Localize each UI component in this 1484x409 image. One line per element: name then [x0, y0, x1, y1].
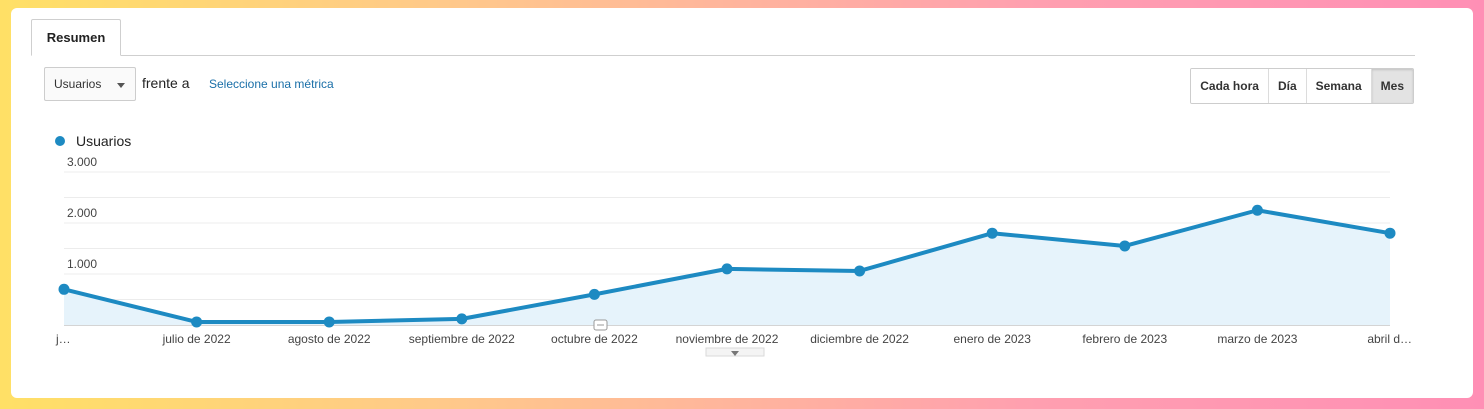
- select-metric-link[interactable]: Seleccione una métrica: [209, 77, 334, 91]
- granularity-month-button[interactable]: Mes: [1370, 69, 1413, 103]
- granularity-toggle: Cada hora Día Semana Mes: [1190, 68, 1414, 104]
- tab-resumen[interactable]: Resumen: [31, 19, 121, 56]
- x-tick-label: j…: [55, 332, 71, 346]
- metric-dropdown-value: Usuarios: [54, 77, 102, 91]
- x-tick-label: septiembre de 2022: [409, 332, 515, 346]
- y-tick-label: 1.000: [67, 257, 97, 271]
- x-tick-label: abril d…: [1367, 332, 1412, 346]
- tab-bar: Resumen: [31, 19, 1415, 56]
- metric-dropdown[interactable]: Usuarios: [44, 67, 136, 101]
- chevron-down-icon: [731, 351, 739, 356]
- chevron-down-icon: [117, 83, 125, 88]
- data-point: [1251, 204, 1263, 216]
- granularity-day-button[interactable]: Día: [1267, 69, 1306, 103]
- data-point: [323, 316, 335, 328]
- granularity-week-button[interactable]: Semana: [1305, 69, 1371, 103]
- legend-series-label: Usuarios: [76, 133, 132, 149]
- data-point: [986, 227, 998, 239]
- granularity-hour-button[interactable]: Cada hora: [1191, 69, 1268, 103]
- chart-resize-handle[interactable]: [705, 347, 765, 357]
- x-tick-label: enero de 2023: [953, 332, 1031, 346]
- data-point: [456, 313, 468, 325]
- chart-legend: Usuarios: [55, 133, 131, 149]
- versus-label: frente a: [142, 75, 190, 91]
- data-point: [854, 265, 866, 277]
- data-point: [588, 288, 600, 300]
- chart-extras: [593, 319, 765, 357]
- x-axis-labels: j… julio de 2022 agosto de 2022 septiembre …: [55, 332, 1412, 346]
- chart-controls: Usuarios frente a Seleccione una métrica…: [44, 67, 1414, 104]
- data-point: [1119, 240, 1131, 252]
- y-tick-label: 2.000: [67, 206, 97, 220]
- x-tick-label: noviembre de 2022: [676, 332, 779, 346]
- x-tick-label: octubre de 2022: [551, 332, 638, 346]
- data-point: [58, 283, 70, 295]
- data-point: [1384, 227, 1396, 239]
- series-color-dot: [55, 136, 65, 146]
- y-axis-labels: 1.000 2.000 3.000: [67, 155, 97, 271]
- y-tick-label: 3.000: [67, 155, 97, 169]
- series-points: [58, 204, 1396, 328]
- data-point: [721, 263, 733, 275]
- x-tick-label: diciembre de 2022: [810, 332, 909, 346]
- x-tick-label: julio de 2022: [162, 332, 231, 346]
- x-tick-label: marzo de 2023: [1217, 332, 1297, 346]
- x-tick-label: febrero de 2023: [1082, 332, 1167, 346]
- x-tick-label: agosto de 2022: [288, 332, 371, 346]
- series-area: [64, 210, 1390, 325]
- data-point: [191, 316, 203, 328]
